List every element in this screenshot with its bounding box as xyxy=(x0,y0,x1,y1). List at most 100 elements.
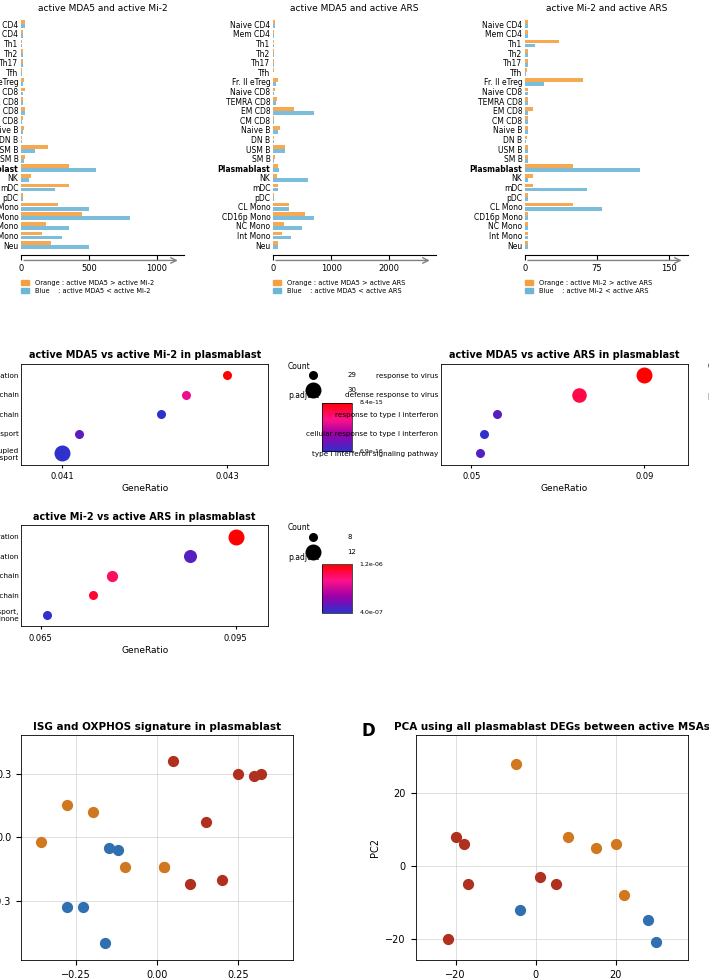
Point xyxy=(73,426,84,442)
Bar xyxy=(273,78,278,81)
Bar xyxy=(525,97,528,101)
Text: 1.2e-06: 1.2e-06 xyxy=(359,562,383,566)
Bar xyxy=(21,217,130,221)
Text: 12: 12 xyxy=(347,549,356,555)
Bar xyxy=(21,193,23,197)
Bar xyxy=(273,126,280,129)
Bar xyxy=(525,82,545,85)
Bar xyxy=(323,411,352,412)
Point xyxy=(158,859,169,875)
Bar xyxy=(525,92,528,95)
Bar xyxy=(525,39,559,43)
Bar xyxy=(21,178,29,181)
Point xyxy=(77,900,89,915)
Point xyxy=(474,445,486,461)
Bar xyxy=(21,241,51,245)
Point xyxy=(221,368,233,383)
Bar xyxy=(525,73,526,76)
Bar xyxy=(525,121,528,124)
Bar xyxy=(273,155,274,159)
Bar xyxy=(323,575,352,576)
Bar xyxy=(323,577,352,578)
Bar xyxy=(323,603,352,604)
Bar xyxy=(21,130,23,133)
Point xyxy=(57,445,68,461)
Bar xyxy=(21,207,89,211)
Bar xyxy=(21,222,45,225)
Bar xyxy=(323,437,352,438)
Text: 29: 29 xyxy=(347,372,356,378)
Bar xyxy=(323,451,352,452)
Bar xyxy=(273,63,274,67)
Bar xyxy=(525,140,526,143)
Bar xyxy=(273,217,314,221)
Bar xyxy=(21,213,82,217)
Bar xyxy=(525,145,528,149)
Bar xyxy=(323,607,352,608)
Bar xyxy=(273,245,278,249)
Title: The number of DEGs between
active MDA5 and active ARS: The number of DEGs between active MDA5 a… xyxy=(286,0,423,13)
Title: The number of DEGs between
active Mi-2 and active ARS: The number of DEGs between active Mi-2 a… xyxy=(539,0,674,13)
Bar xyxy=(323,609,352,610)
Bar xyxy=(323,406,352,407)
Bar xyxy=(323,601,352,602)
Bar xyxy=(273,30,274,33)
Point xyxy=(184,876,196,892)
Bar xyxy=(323,434,352,435)
Bar xyxy=(21,78,24,81)
Point xyxy=(550,876,562,892)
Bar xyxy=(323,576,352,577)
Bar xyxy=(21,107,26,111)
Bar xyxy=(21,197,23,201)
Text: p.adjust: p.adjust xyxy=(708,391,709,400)
Bar xyxy=(323,572,352,573)
Point xyxy=(200,814,211,830)
Bar xyxy=(323,449,352,450)
Bar xyxy=(323,584,352,585)
Bar xyxy=(323,571,352,572)
Bar xyxy=(273,193,274,197)
Bar xyxy=(323,426,352,427)
Bar xyxy=(323,595,352,596)
Bar xyxy=(21,101,23,105)
Bar xyxy=(323,430,352,431)
Bar xyxy=(323,573,352,574)
Bar xyxy=(323,591,352,592)
Bar xyxy=(323,440,352,441)
Bar xyxy=(323,567,352,568)
Bar xyxy=(323,438,352,439)
Bar xyxy=(323,431,352,432)
Bar xyxy=(273,222,284,225)
Point xyxy=(35,834,46,850)
Point xyxy=(87,587,99,603)
Bar xyxy=(273,169,279,172)
Bar xyxy=(323,443,352,444)
Bar xyxy=(273,178,308,181)
Point xyxy=(42,607,53,622)
Bar xyxy=(525,59,528,63)
Bar xyxy=(323,570,352,571)
Bar xyxy=(323,566,352,567)
Point xyxy=(450,829,462,845)
Point xyxy=(562,829,574,845)
Bar xyxy=(525,24,528,28)
Bar xyxy=(323,435,352,436)
Bar xyxy=(323,436,352,437)
Bar xyxy=(525,217,528,221)
Bar xyxy=(525,78,583,81)
Point xyxy=(639,368,650,383)
Bar xyxy=(525,231,528,235)
Bar xyxy=(323,413,352,414)
Bar xyxy=(21,169,96,172)
Bar xyxy=(323,410,352,411)
Point xyxy=(180,387,191,403)
Point xyxy=(249,768,260,784)
Bar xyxy=(525,101,528,105)
Text: 6.9e-16: 6.9e-16 xyxy=(359,449,383,454)
Bar xyxy=(525,117,528,121)
Point xyxy=(119,859,130,875)
Bar xyxy=(273,226,302,229)
Bar xyxy=(525,135,527,139)
Bar xyxy=(21,97,23,101)
Bar xyxy=(323,447,352,448)
